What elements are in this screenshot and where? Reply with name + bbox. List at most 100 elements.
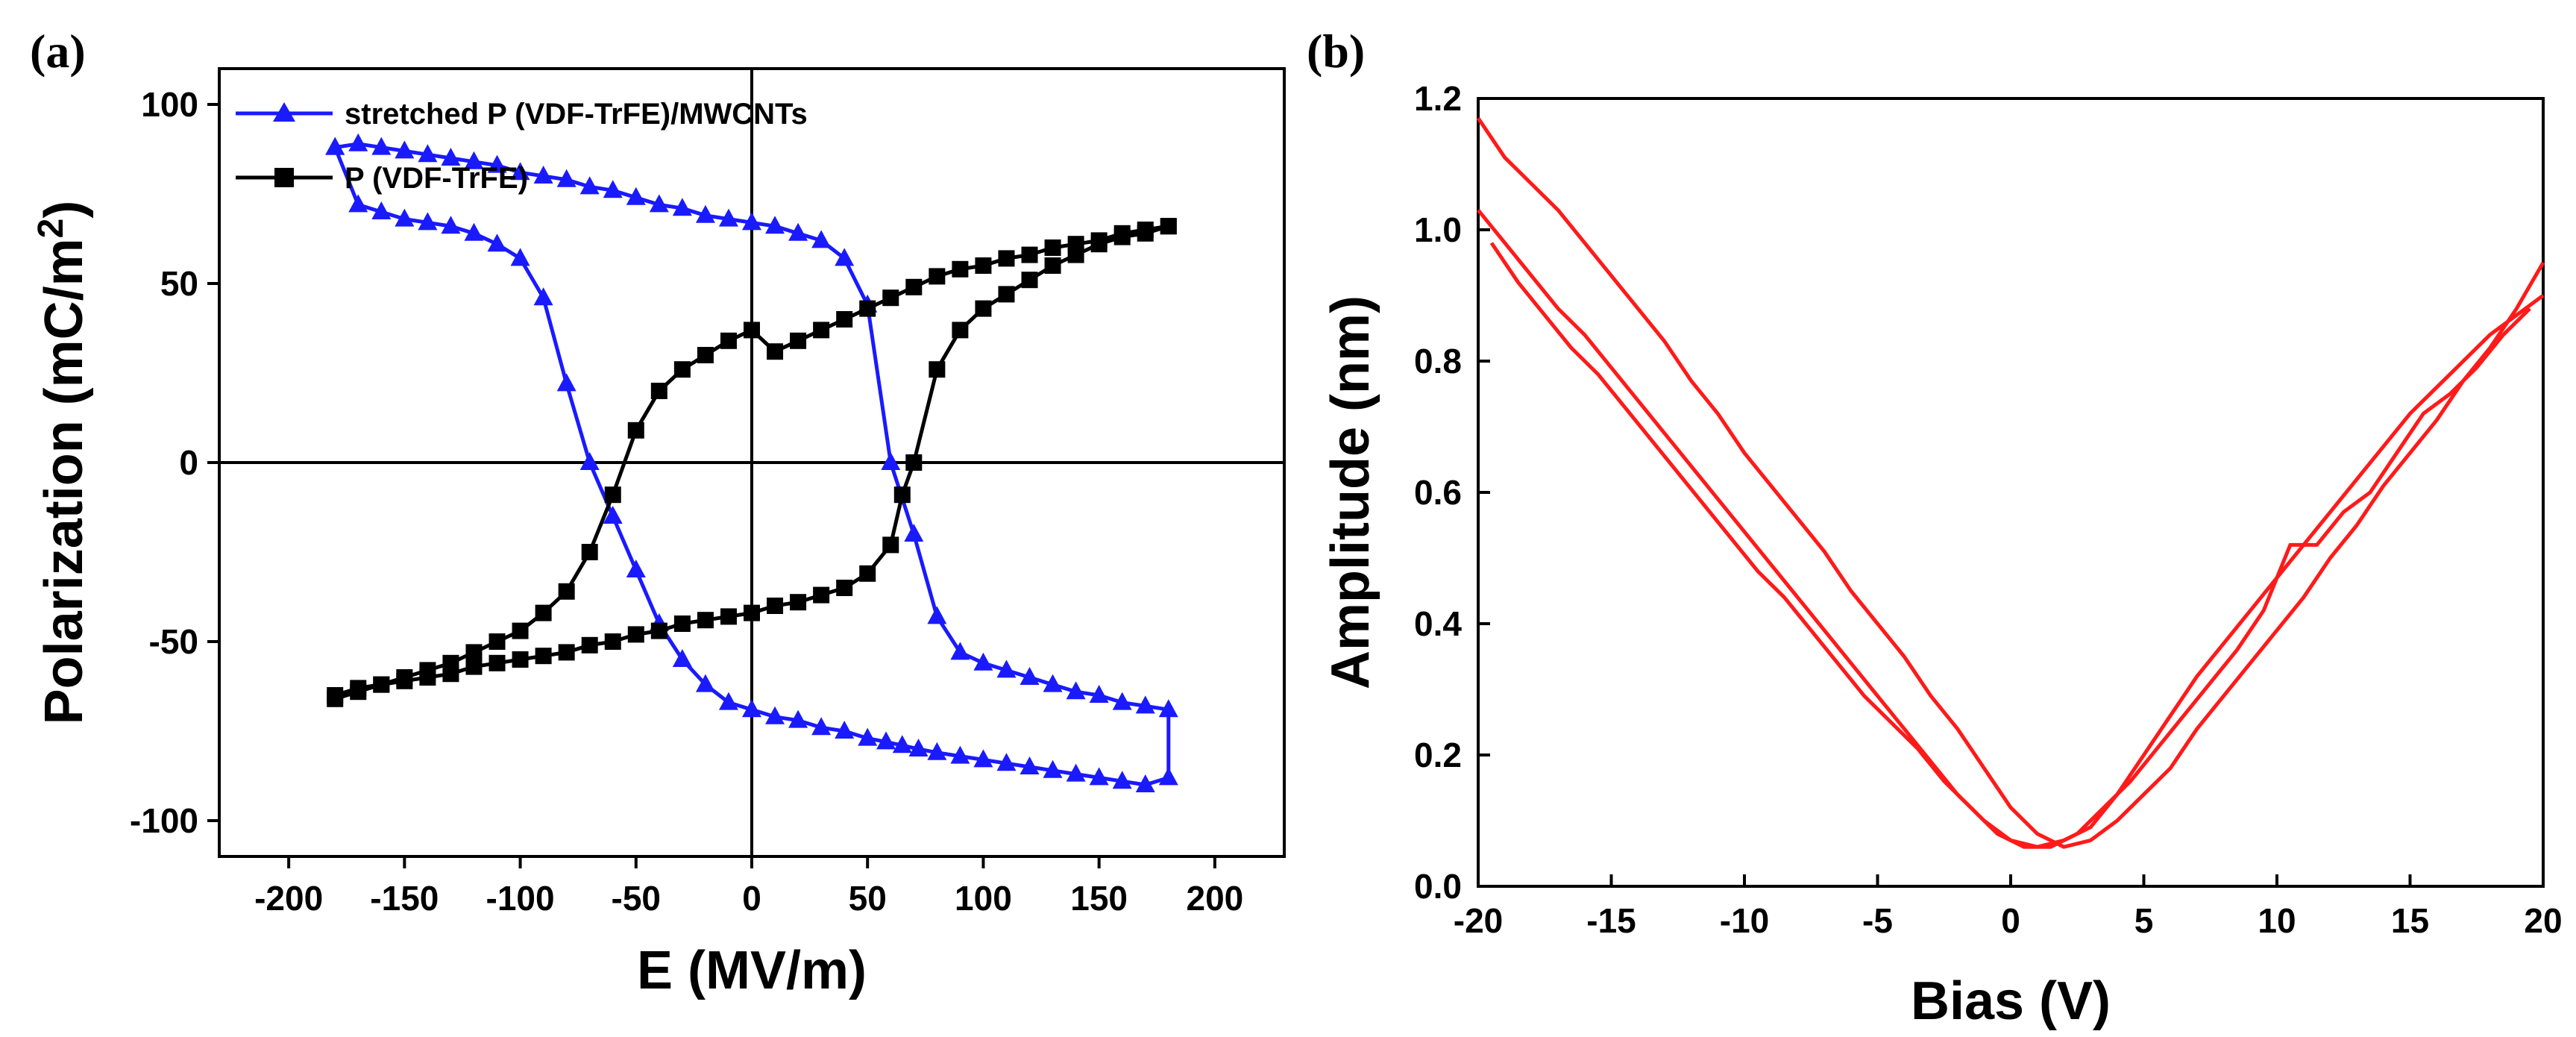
data-point-square bbox=[975, 257, 992, 274]
legend-label-stretched: stretched P (VDF-TrFE)/MWCNTs bbox=[345, 98, 808, 131]
data-point-square bbox=[442, 654, 459, 671]
x-tick-label: 5 bbox=[2134, 901, 2154, 940]
data-point-triangle bbox=[1020, 756, 1040, 774]
data-point-triangle bbox=[973, 749, 993, 768]
y-tick-label: -50 bbox=[149, 622, 198, 661]
x-tick-label: -10 bbox=[1720, 901, 1769, 940]
data-point-triangle bbox=[510, 162, 530, 181]
panel-b-amplitude-chart: (b) -20 -15 -10 -5 0 5 10 15 20 0.0 0.2 0.4 0.6 0.8 1.… bbox=[1307, 25, 2563, 1031]
data-point-square bbox=[373, 676, 390, 693]
data-point-square bbox=[1090, 232, 1108, 249]
y-tick-label: 0.0 bbox=[1414, 867, 1462, 906]
data-point-square bbox=[952, 260, 969, 278]
x-tick-label: 10 bbox=[2258, 901, 2296, 940]
data-point-triangle bbox=[835, 721, 855, 739]
data-point-triangle bbox=[1158, 767, 1178, 786]
data-point-triangle bbox=[1020, 667, 1040, 685]
series-line-loop-3 bbox=[1489, 242, 2531, 849]
panel-a-series bbox=[325, 133, 1178, 792]
data-point-triangle bbox=[1135, 774, 1155, 792]
data-point-triangle bbox=[788, 222, 808, 241]
y-tick-label: 1.0 bbox=[1414, 210, 1462, 249]
data-point-triangle bbox=[904, 524, 924, 542]
data-point-square bbox=[905, 454, 923, 471]
x-tick-label: -50 bbox=[612, 879, 661, 918]
panel-a-zero-lines bbox=[219, 69, 1284, 856]
panel-a-y-axis-title: Polarization (mC/m2) bbox=[31, 201, 95, 725]
panel-a-polarization-chart: (a) -200 -150 -100 -50 0 50 100 150 200 -100 -50 0 5… bbox=[30, 25, 1286, 1000]
panel-b-series bbox=[1476, 116, 2545, 849]
data-point-square bbox=[581, 636, 598, 654]
data-point-square bbox=[1044, 239, 1061, 256]
data-point-triangle bbox=[788, 709, 808, 728]
data-point-triangle bbox=[395, 208, 415, 227]
y-tick-label: 0.6 bbox=[1414, 473, 1462, 512]
data-point-square bbox=[1113, 225, 1131, 242]
data-point-square bbox=[882, 289, 899, 307]
data-point-triangle bbox=[395, 140, 415, 159]
data-point-triangle bbox=[1043, 759, 1063, 778]
data-point-triangle bbox=[811, 230, 832, 248]
data-point-triangle bbox=[441, 148, 461, 166]
data-point-square bbox=[882, 536, 899, 554]
y-tick-label: 0 bbox=[179, 443, 198, 482]
data-point-triangle bbox=[927, 606, 947, 624]
x-tick-label: 0 bbox=[742, 879, 761, 918]
x-tick-label: 20 bbox=[2524, 901, 2562, 940]
data-point-triangle bbox=[418, 144, 438, 163]
x-tick-label: -150 bbox=[370, 879, 439, 918]
legend-marker-square bbox=[274, 168, 294, 187]
data-point-triangle bbox=[533, 166, 553, 184]
data-point-triangle bbox=[1089, 767, 1109, 786]
data-point-square bbox=[558, 583, 575, 600]
data-point-triangle bbox=[950, 745, 970, 764]
data-point-square bbox=[836, 580, 853, 596]
data-point-triangle bbox=[464, 222, 484, 241]
data-point-square bbox=[558, 644, 575, 661]
panel-b-y-axis-title: Amplitude (nm) bbox=[1321, 295, 1380, 689]
data-point-square bbox=[929, 268, 946, 285]
data-point-triangle bbox=[811, 717, 832, 736]
data-point-square bbox=[465, 658, 483, 675]
x-tick-label: -20 bbox=[1454, 901, 1503, 940]
data-point-triangle bbox=[950, 642, 970, 660]
data-point-triangle bbox=[672, 198, 692, 216]
data-point-triangle bbox=[579, 452, 600, 470]
data-point-square bbox=[1021, 246, 1038, 263]
y-tick-label: -100 bbox=[130, 801, 198, 840]
data-point-square bbox=[905, 278, 923, 295]
x-tick-label: -200 bbox=[254, 879, 323, 918]
data-point-square bbox=[790, 594, 807, 611]
data-point-triangle bbox=[348, 133, 368, 151]
data-point-square bbox=[419, 662, 436, 679]
data-point-square bbox=[998, 286, 1015, 303]
data-point-triangle bbox=[858, 727, 878, 746]
data-point-triangle bbox=[718, 692, 738, 710]
data-point-triangle bbox=[892, 735, 912, 754]
data-point-square bbox=[581, 544, 598, 560]
data-point-triangle bbox=[1158, 699, 1178, 718]
data-point-square bbox=[489, 654, 506, 671]
data-point-triangle bbox=[533, 287, 553, 306]
data-point-square bbox=[929, 361, 946, 378]
y-tick-label: 100 bbox=[141, 85, 198, 124]
data-point-square bbox=[627, 422, 644, 439]
data-point-square bbox=[535, 648, 552, 665]
data-point-square bbox=[1137, 222, 1154, 238]
data-point-square bbox=[720, 608, 737, 625]
data-point-triangle bbox=[742, 699, 761, 718]
y-tick-label: 50 bbox=[160, 264, 198, 303]
x-tick-label: -15 bbox=[1586, 901, 1636, 940]
data-point-square bbox=[790, 332, 807, 349]
data-point-square bbox=[813, 322, 830, 339]
data-point-triangle bbox=[1089, 685, 1109, 703]
data-point-triangle bbox=[626, 187, 646, 205]
x-tick-label: 0 bbox=[2001, 901, 2020, 940]
x-tick-label: 50 bbox=[849, 879, 887, 918]
panel-b-ticks: -20 -15 -10 -5 0 5 10 15 20 0.0 0.2 0.4 0.6 0.8 1.0 1.2 bbox=[1414, 79, 2563, 940]
data-point-triangle bbox=[487, 234, 507, 252]
data-point-square bbox=[396, 669, 413, 686]
data-point-square bbox=[859, 300, 876, 317]
data-point-square bbox=[650, 622, 667, 639]
y-tick-label: 0.2 bbox=[1414, 736, 1462, 774]
